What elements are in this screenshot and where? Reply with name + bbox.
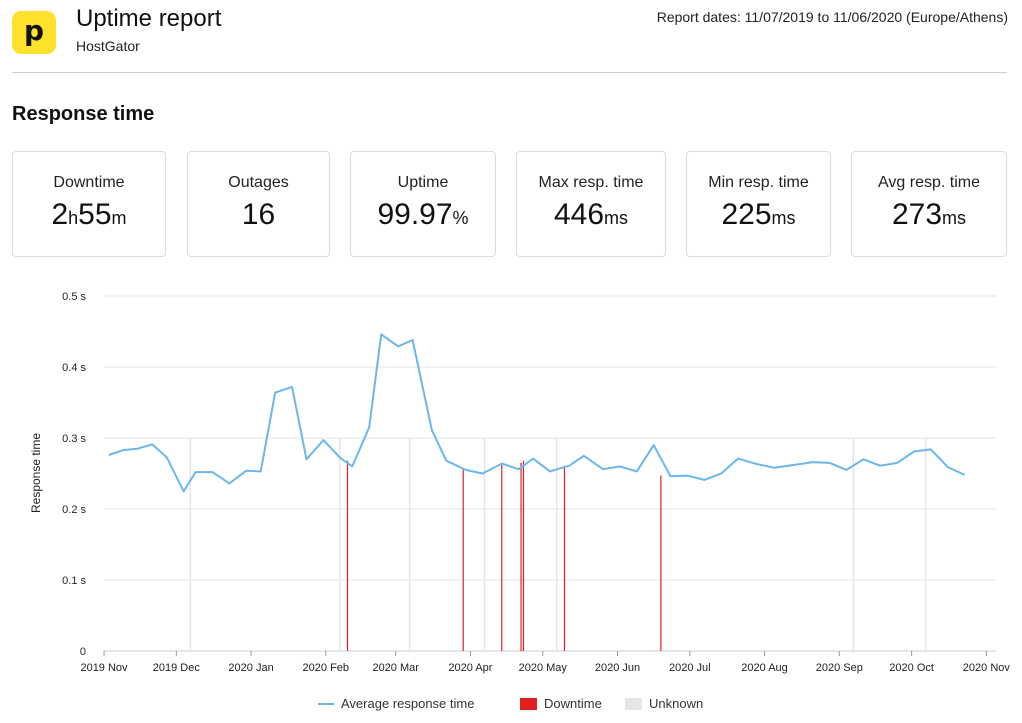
x-tick-label: 2020 Mar: [372, 662, 419, 674]
stat-value: 99.97%: [351, 198, 495, 232]
brand-logo: p: [12, 11, 56, 54]
legend-downtime-swatch: [520, 697, 537, 710]
legend-label: Average response time: [341, 696, 475, 711]
legend-label: Downtime: [544, 696, 602, 711]
legend-unknown-swatch: [625, 697, 642, 710]
stat-value-part: 225: [721, 198, 772, 231]
monitor-name: HostGator: [76, 38, 140, 54]
downtime-markers: [346, 460, 662, 651]
stat-card-outages: Outages 16: [187, 151, 330, 257]
stat-unit: h: [68, 208, 79, 228]
x-tick-label: 2020 Jul: [669, 662, 711, 674]
response-time-chart: Response time 0 0.1 s 0.2 s 0.3 s 0.4 s 0.5 s…: [29, 291, 1010, 674]
y-tick-labels: 0 0.1 s 0.2 s 0.3 s 0.4 s 0.5 s: [62, 291, 86, 658]
legend-unknown[interactable]: Unknown: [625, 696, 703, 711]
header-divider: [12, 72, 1007, 73]
x-tick-label: 2020 Nov: [963, 662, 1011, 674]
stat-value: 446ms: [517, 198, 665, 232]
legend-line-swatch: [318, 702, 334, 705]
y-tick-label: 0.2 s: [62, 504, 86, 516]
stat-unit: ms: [942, 208, 967, 228]
x-tick-label: 2019 Nov: [80, 662, 128, 674]
stat-label: Outages: [228, 174, 289, 191]
x-tick-label: 2020 Feb: [303, 662, 349, 674]
y-tick-label: 0: [80, 646, 86, 658]
stat-label: Downtime: [53, 174, 125, 191]
stat-value-part: 55: [78, 198, 112, 231]
x-tick-label: 2020 Apr: [448, 662, 492, 674]
x-tick-label: 2020 Sep: [816, 662, 863, 674]
stat-unit: %: [452, 208, 469, 228]
stat-card-avg-resp-time: Avg resp. time 273ms: [851, 151, 1007, 257]
report-dates: Report dates: 11/07/2019 to 11/06/2020 (…: [656, 9, 1008, 25]
section-title: Response time: [12, 103, 155, 125]
y-tick-label: 0.1 s: [62, 575, 86, 587]
stat-value-part: 446: [553, 198, 605, 231]
y-tick-label: 0.4 s: [62, 362, 86, 374]
stat-card-min-resp-time: Min resp. time 225ms: [686, 151, 831, 257]
stat-value: 2h55m: [13, 198, 165, 232]
stat-unit: m: [111, 208, 127, 228]
x-tick-label: 2020 May: [519, 662, 568, 674]
stat-label: Avg resp. time: [878, 174, 980, 191]
x-tick-label: 2020 Jun: [595, 662, 640, 674]
legend-average-response-time[interactable]: Average response time: [318, 696, 474, 711]
x-tick-label: 2020 Aug: [741, 662, 788, 674]
stat-value-part: 273: [891, 198, 943, 231]
response-line-group: [108, 333, 966, 493]
stat-label: Uptime: [397, 174, 449, 191]
stat-label: Max resp. time: [538, 174, 644, 191]
x-tick-labels: 2019 Nov 2019 Dec 2020 Jan 2020 Feb 2020 Mar…: [80, 651, 1010, 674]
response-time-line: [108, 333, 966, 493]
stat-value-part: 99.97: [377, 198, 453, 231]
y-axis-title: Response time: [29, 433, 43, 513]
stat-value: 273ms: [852, 198, 1006, 232]
stat-value-part: 2: [51, 198, 69, 231]
y-tick-label: 0.3 s: [62, 433, 86, 445]
x-tick-label: 2019 Dec: [153, 662, 201, 674]
legend-label: Unknown: [649, 696, 704, 711]
stat-value: 16: [188, 198, 329, 232]
stat-label: Min resp. time: [708, 174, 809, 191]
stat-card-max-resp-time: Max resp. time 446ms: [516, 151, 666, 257]
report-title: Uptime report: [76, 5, 222, 32]
stat-unit: ms: [771, 208, 796, 228]
stat-card-downtime: Downtime 2h55m: [12, 151, 166, 257]
chart-gridlines: [104, 295, 996, 652]
y-tick-label: 0.5 s: [62, 291, 86, 303]
stat-card-uptime: Uptime 99.97%: [350, 151, 496, 257]
legend-downtime[interactable]: Downtime: [520, 696, 602, 711]
logo-glyph: p: [23, 14, 45, 47]
stat-value-part: 16: [241, 198, 276, 231]
x-tick-label: 2020 Jan: [228, 662, 273, 674]
x-tick-label: 2020 Oct: [889, 662, 934, 674]
stat-value: 225ms: [687, 198, 830, 232]
stat-unit: ms: [604, 208, 629, 228]
